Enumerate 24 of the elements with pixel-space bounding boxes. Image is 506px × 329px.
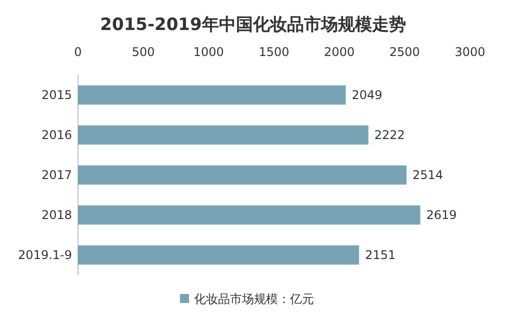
- y-tick-label: 2017: [41, 168, 72, 182]
- data-label: 2619: [426, 208, 457, 222]
- x-tick-label: 2000: [324, 45, 355, 59]
- x-tick-label: 1000: [193, 45, 224, 59]
- x-tick-label: 3000: [454, 45, 486, 59]
- y-tick-label: 2018: [41, 208, 72, 222]
- y-tick-label: 2015: [41, 88, 72, 102]
- x-tick-label: 500: [132, 45, 155, 59]
- y-tick-label: 2016: [41, 128, 72, 142]
- y-tick-label: 2019.1-9: [18, 248, 72, 262]
- bar: [78, 205, 420, 225]
- bar: [78, 165, 406, 185]
- bar: [78, 125, 368, 145]
- bar: [78, 245, 360, 265]
- bar: [78, 85, 346, 105]
- data-label: 2049: [352, 88, 382, 102]
- chart-title: 2015-2019年中国化妆品市场规模走势: [100, 15, 406, 35]
- x-tick-label: 1500: [258, 45, 290, 59]
- x-tick-label: 2500: [389, 45, 420, 59]
- data-label: 2151: [365, 248, 396, 262]
- data-label: 2222: [374, 128, 405, 142]
- legend-label: 化妆品市场规模：亿元: [194, 292, 314, 306]
- x-tick-label: 0: [74, 45, 82, 59]
- data-label: 2514: [412, 168, 444, 182]
